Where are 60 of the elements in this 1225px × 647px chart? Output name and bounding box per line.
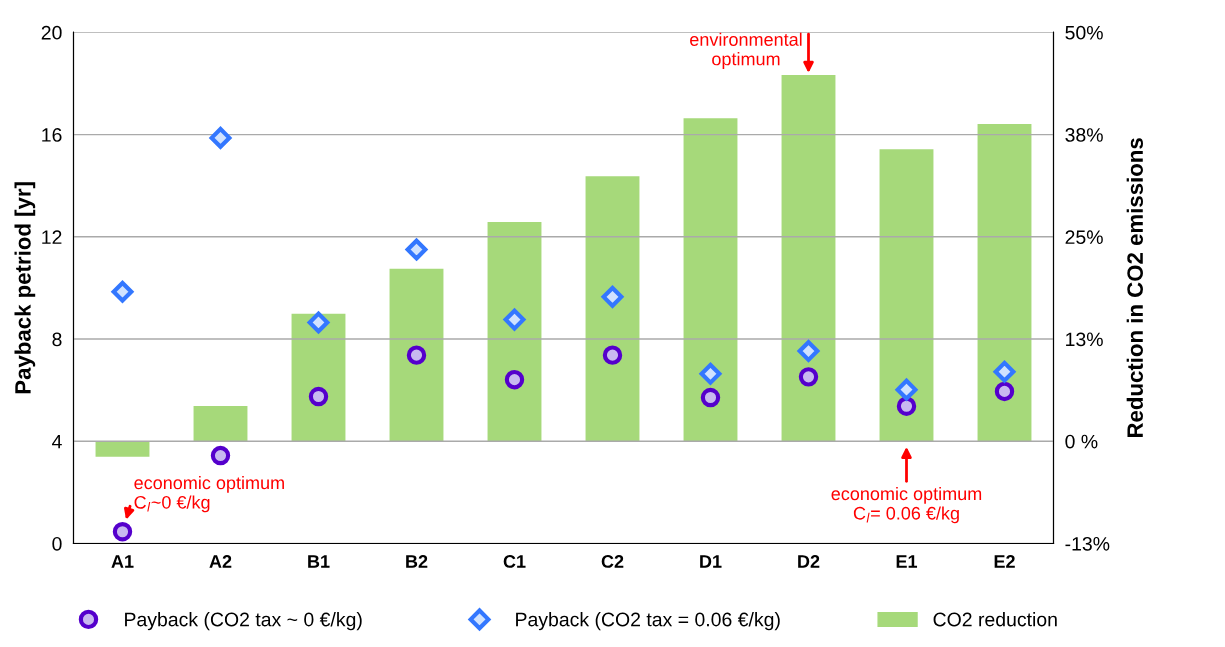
y-axis-title: Payback petriod [yr] [14,182,36,394]
point [700,387,721,408]
bar [291,313,346,442]
x-tick-label: C1 [503,555,526,568]
y-tick-label: 4 [52,434,62,449]
bar [585,176,640,442]
legend-label: Payback (CO2 tax ~ 0 €/kg) [125,612,362,631]
x-tick-label: B1 [308,555,330,568]
point [112,521,133,542]
legend-label: Payback (CO2 tax = 0.06 €/kg) [516,612,780,631]
point [602,345,623,365]
y2-axis-title: Reduction in CO2 emissions [1126,138,1143,438]
point [406,345,427,365]
x-tick-label: C2 [601,555,624,568]
bar [95,441,150,457]
point [210,445,231,466]
point [798,367,819,387]
y2-tick-label: 13% [1066,332,1103,347]
x-tick-label: D2 [798,555,820,568]
point [699,362,722,385]
point [601,285,624,308]
bar [683,118,738,442]
y-tick-label: 16 [42,128,62,142]
bar [487,222,542,442]
point [896,396,917,416]
point [308,386,329,407]
y2-tick-label: 50% [1065,25,1103,40]
point [797,340,820,362]
x-tick-label: B2 [406,555,428,568]
point [111,280,134,303]
y2-tick-label: -13% [1065,536,1110,551]
legend-label: CO2 reduction [933,612,1057,627]
bar [193,406,248,442]
point [503,308,526,331]
point [994,381,1015,402]
point [405,238,428,261]
annotation: economic optimum C$_{l}$= 0.06 €/kg [831,486,982,524]
bar [781,74,836,442]
y2-tick-label: 25% [1065,230,1103,245]
point [993,360,1016,383]
bar [389,268,444,442]
point [895,378,918,401]
y2-tick-label: 0 % [1065,434,1098,449]
y-tick-label: 0 [52,536,62,551]
x-tick-label: E1 [896,555,918,568]
x-tick-label: A1 [111,555,134,568]
bar [879,149,934,442]
x-tick-label: A2 [209,555,232,568]
annotation: economic optimum C$_{l}$~0 €/kg [134,476,284,513]
y-tick-label: 20 [41,25,62,40]
x-tick-label: E2 [994,555,1015,568]
point [307,311,330,334]
bar [977,123,1032,442]
y-tick-label: 8 [52,332,62,347]
point [209,126,232,149]
y-tick-label: 12 [42,230,62,244]
point [504,369,525,390]
y2-tick-label: 38% [1065,128,1103,142]
x-tick-label: D1 [700,555,722,568]
annotation: environmental optimum [690,32,802,69]
